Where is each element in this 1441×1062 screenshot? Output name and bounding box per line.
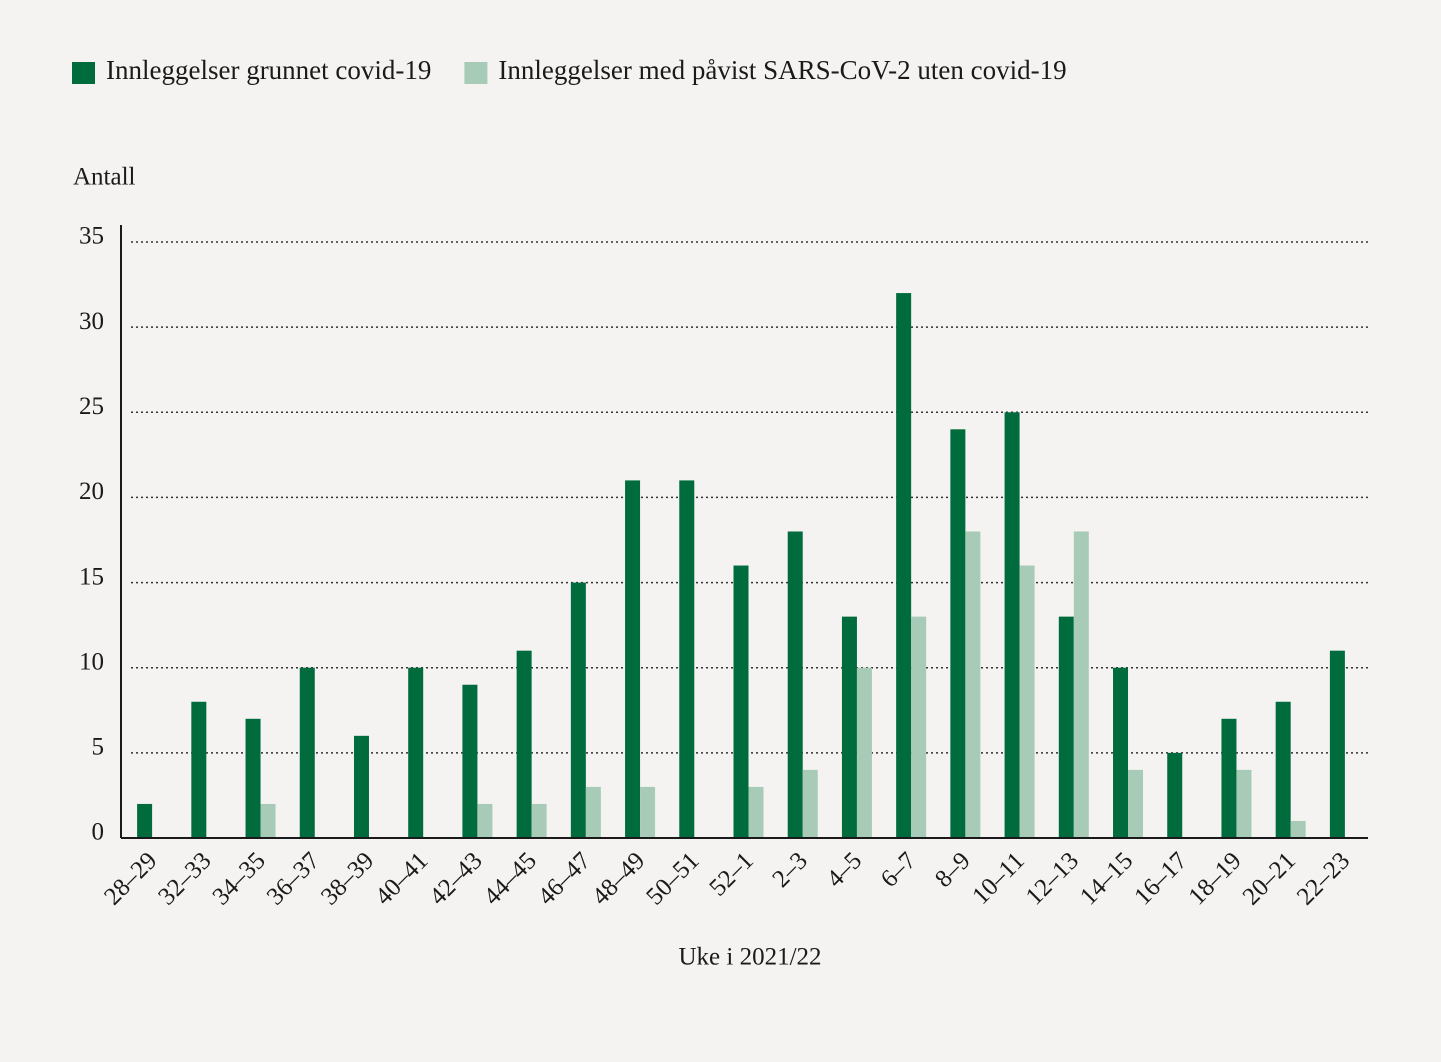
x-tick-label: 4–5 <box>822 847 868 893</box>
x-tick-label: 2–3 <box>767 847 813 893</box>
x-tick-label: 36–37 <box>262 847 325 910</box>
y-tick-label: 0 <box>92 819 105 846</box>
bar <box>353 735 369 838</box>
x-tick-label: 12–13 <box>1021 847 1084 910</box>
x-tick-label: 20–21 <box>1238 847 1301 910</box>
x-tick-label: 44–45 <box>479 847 542 910</box>
bar <box>260 803 276 838</box>
bar <box>245 718 261 838</box>
bar <box>733 565 749 838</box>
x-tick-label: 14–15 <box>1075 847 1138 910</box>
bar <box>950 429 966 838</box>
x-tick-label: 8–9 <box>930 847 976 893</box>
bar <box>1236 769 1252 838</box>
x-tick-label: 46–47 <box>533 847 596 910</box>
bar <box>1019 565 1035 838</box>
bar <box>896 293 912 839</box>
y-tick-label: 15 <box>79 563 104 590</box>
bar <box>625 480 641 838</box>
bar <box>408 667 424 838</box>
bar <box>748 786 764 838</box>
bar <box>787 531 803 838</box>
bar <box>531 803 547 838</box>
bar <box>1167 752 1183 838</box>
y-tick-label: 5 <box>92 734 105 761</box>
x-tick-label: 42–43 <box>424 847 487 910</box>
x-tick-label: 16–17 <box>1129 847 1192 910</box>
legend-label: Innleggelser grunnet covid-19 <box>106 55 431 85</box>
x-tick-label: 34–35 <box>208 847 271 910</box>
x-tick-label: 10–11 <box>967 847 1030 910</box>
x-axis-title: Uke i 2021/22 <box>678 944 821 971</box>
bar <box>570 582 586 838</box>
y-tick-label: 20 <box>79 478 104 505</box>
bar <box>965 531 981 838</box>
y-tick-label: 30 <box>79 308 104 335</box>
bar <box>462 684 478 838</box>
bar <box>1275 701 1291 838</box>
bar <box>911 616 927 838</box>
legend-swatch <box>72 62 95 84</box>
bar <box>1058 616 1074 838</box>
bar <box>1290 820 1306 838</box>
legend-label: Innleggelser med påvist SARS-CoV-2 uten … <box>498 55 1066 85</box>
bar <box>841 616 857 838</box>
x-tick-label: 38–39 <box>316 847 379 910</box>
y-tick-label: 10 <box>79 648 104 675</box>
bar <box>856 667 872 838</box>
x-tick-label: 18–19 <box>1183 847 1246 910</box>
bar <box>1004 412 1020 838</box>
bar <box>1113 667 1129 838</box>
bar <box>802 769 818 838</box>
bar <box>1329 650 1345 838</box>
bar <box>640 786 656 838</box>
x-tick-label: 50–51 <box>641 847 704 910</box>
bar <box>191 701 207 838</box>
x-tick-label: 32–33 <box>153 847 216 910</box>
bar <box>477 803 493 838</box>
bar <box>1221 718 1237 838</box>
y-tick-label: 25 <box>79 393 104 420</box>
bar <box>1073 531 1089 838</box>
bar <box>1128 769 1144 838</box>
bar <box>137 803 153 838</box>
x-tick-label: 6–7 <box>876 847 922 893</box>
bar <box>516 650 532 838</box>
bar <box>679 480 695 838</box>
x-tick-label: 40–41 <box>370 847 433 910</box>
bar <box>299 667 315 838</box>
y-tick-label: 35 <box>79 223 104 250</box>
x-tick-label: 48–49 <box>587 847 650 910</box>
x-tick-label: 22–23 <box>1292 847 1355 910</box>
x-tick-label: 52–1 <box>704 847 758 901</box>
bar <box>585 786 601 838</box>
x-tick-label: 28–29 <box>99 847 162 910</box>
y-axis-title: Antall <box>73 164 136 191</box>
legend-swatch <box>464 62 488 84</box>
